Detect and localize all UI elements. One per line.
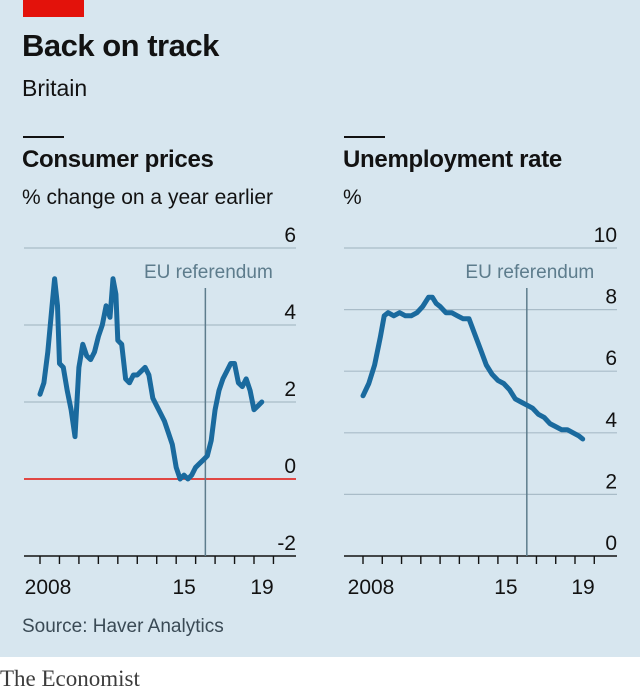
- y-tick-label: 4: [284, 301, 296, 324]
- consumer-prices-line: [37, 276, 265, 482]
- x-tick-label: 19: [571, 576, 594, 599]
- brand-red-tab: [23, 0, 84, 17]
- y-tick-label: -2: [277, 532, 296, 555]
- left-panel-subtitle: % change on a year earlier: [22, 186, 273, 209]
- right-panel-subtitle: %: [343, 186, 362, 209]
- brand-logo-text: The Economist: [0, 666, 140, 691]
- y-tick-label: 0: [605, 532, 617, 555]
- y-tick-label: 2: [605, 470, 617, 493]
- y-tick-label: 4: [605, 409, 617, 432]
- x-tick-label: 2008: [348, 576, 395, 599]
- left-panel-rule: [23, 136, 64, 138]
- eu-referendum-label: EU referendum: [144, 262, 273, 283]
- chart-subtitle: Britain: [22, 75, 88, 101]
- y-tick-label: 2: [284, 378, 296, 401]
- x-tick-label: 19: [250, 576, 273, 599]
- right-panel-rule: [344, 136, 385, 138]
- right-panel-title: Unemployment rate: [343, 146, 562, 173]
- left-panel-title: Consumer prices: [22, 146, 214, 173]
- y-tick-label: 10: [594, 224, 617, 247]
- eu-referendum-label: EU referendum: [465, 262, 594, 283]
- y-tick-label: 0: [284, 455, 296, 478]
- x-tick-label: 2008: [25, 576, 72, 599]
- footer-bar: [0, 657, 640, 697]
- x-tick-label: 15: [173, 576, 196, 599]
- y-tick-label: 6: [284, 224, 296, 247]
- x-tick-label: 15: [494, 576, 517, 599]
- unemployment-rate-line: [360, 294, 586, 442]
- source-note: Source: Haver Analytics: [22, 616, 224, 637]
- chart-title: Back on track: [22, 28, 219, 63]
- y-tick-label: 6: [605, 347, 617, 370]
- y-tick-label: 8: [605, 286, 617, 309]
